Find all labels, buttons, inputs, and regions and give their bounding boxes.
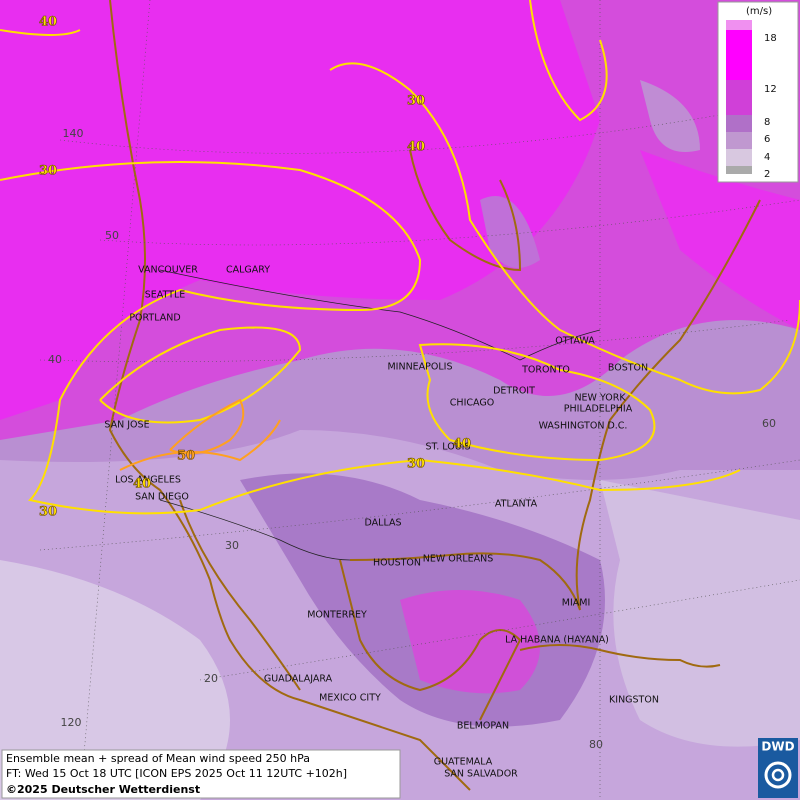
contour-label: 40	[407, 140, 425, 155]
orange-contours	[119, 398, 281, 471]
graticule-label: 60	[762, 417, 776, 430]
contour-label: 40	[133, 477, 151, 492]
graticule-label: 140	[63, 127, 84, 140]
footer-forecast: FT: Wed 15 Oct 18 UTC [ICON EPS 2025 Oct…	[6, 767, 347, 780]
city-label: HOUSTON	[373, 558, 421, 569]
legend-tick-label: 4	[764, 152, 770, 163]
city-label: ST. LOUIS	[426, 442, 471, 453]
graticule-label: 30	[225, 539, 239, 552]
footer-title: Ensemble mean + spread of Mean wind spee…	[6, 752, 310, 765]
legend-tick-label: 2	[764, 169, 770, 180]
city-label: NEW ORLEANS	[423, 554, 494, 565]
contour-label: 30	[39, 164, 57, 179]
city-label: MONTERREY	[307, 610, 367, 621]
city-label: KINGSTON	[609, 695, 659, 706]
city-label: LA HABANA (HAYANA)	[505, 635, 609, 646]
city-label: DALLAS	[365, 518, 402, 529]
graticule	[39, 0, 800, 800]
legend: (m/s) 18 12 8 6 4 2	[717, 1, 799, 183]
city-label: PHILADELPHIA	[564, 404, 633, 415]
city-label: SAN JOSE	[104, 420, 149, 431]
city-label: NEW YORK	[574, 393, 626, 404]
contour-label: 40	[453, 437, 471, 452]
city-label: MINNEAPOLIS	[387, 362, 452, 373]
footer: Ensemble mean + spread of Mean wind spee…	[1, 749, 401, 799]
contour-label: 30	[407, 94, 425, 109]
city-label: GUADALAJARA	[264, 674, 333, 685]
legend-tick-label: 6	[764, 134, 770, 145]
footer-copyright: ©2025 Deutscher Wetterdienst	[6, 783, 200, 796]
legend-tick-label: 12	[764, 84, 777, 95]
coastlines	[108, 0, 761, 791]
graticule-label: 20	[204, 672, 218, 685]
footer-box	[1, 749, 401, 799]
city-label: SEATTLE	[145, 290, 186, 301]
city-label: WASHINGTON D.C.	[539, 421, 628, 432]
legend-tick-label: 18	[764, 33, 777, 44]
graticule-label: 40	[48, 353, 62, 366]
city-label: TORONTO	[521, 365, 570, 376]
city-label: DETROIT	[493, 386, 535, 397]
city-label: SAN DIEGO	[135, 492, 189, 503]
legend-tick-label: 8	[764, 117, 770, 128]
city-label: MEXICO CITY	[319, 693, 381, 704]
city-label: PORTLAND	[129, 313, 180, 324]
logo-text: DWD	[761, 740, 794, 754]
city-label: CALGARY	[226, 265, 270, 276]
contour-label: 40	[39, 15, 57, 30]
logo: DWD	[758, 738, 798, 798]
city-label: ATLANTA	[495, 499, 538, 510]
city-label: BOSTON	[608, 363, 648, 374]
city-label: GUATEMALA	[434, 757, 493, 768]
city-label: BELMOPAN	[457, 721, 509, 732]
contour-label: 30	[407, 457, 425, 472]
contour-label: 50	[177, 449, 195, 464]
yellow-contours	[0, 0, 800, 515]
city-label: CHICAGO	[450, 398, 494, 409]
graticule-label: 120	[61, 716, 82, 729]
city-label: VANCOUVER	[138, 265, 198, 276]
graticule-label: 80	[589, 738, 603, 751]
legend-unit: (m/s)	[746, 6, 772, 17]
labels: VANCOUVER CALGARY SEATTLE PORTLAND SAN JOSE L…	[39, 14, 776, 780]
city-label: MIAMI	[562, 598, 591, 609]
city-label: OTTAWA	[555, 336, 595, 347]
city-label: LOS ANGELES	[115, 475, 181, 486]
graticule-label: 50	[105, 229, 119, 242]
city-label: SAN SALVADOR	[444, 769, 518, 780]
contour-label: 30	[39, 505, 57, 520]
